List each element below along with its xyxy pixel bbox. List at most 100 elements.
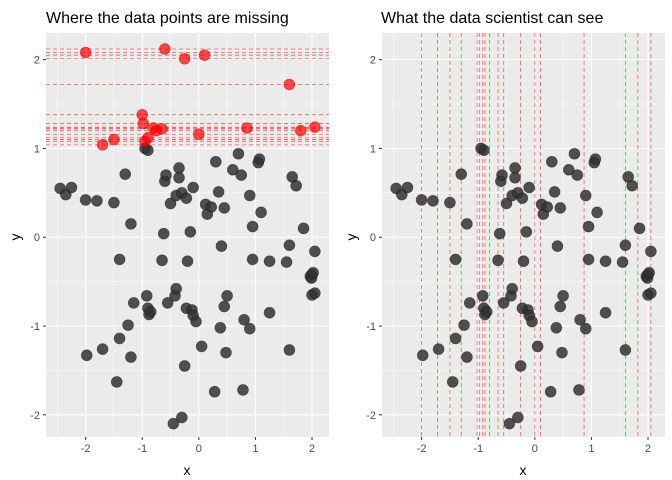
right-observed-point xyxy=(432,343,445,355)
right-observed-point xyxy=(427,195,439,207)
left-observed-point xyxy=(119,168,132,180)
left-observed-point xyxy=(173,162,185,174)
left-observed-point xyxy=(283,239,296,252)
right-observed-point xyxy=(557,290,569,302)
right-observed-point xyxy=(550,321,563,334)
left-observed-point xyxy=(170,282,182,295)
left-x-tick-label: -1 xyxy=(137,443,147,455)
right-y-tick-label: 2 xyxy=(370,55,376,67)
right-observed-point xyxy=(497,297,510,309)
left-observed-point xyxy=(307,266,319,279)
left-observed-point xyxy=(180,192,193,204)
right-observed-point xyxy=(645,245,657,258)
right-x-tick-label: 1 xyxy=(588,443,594,455)
left-observed-point xyxy=(232,147,245,160)
left-x-axis-label: x xyxy=(184,462,191,478)
right-observed-point xyxy=(551,240,564,252)
left-missing-point xyxy=(309,121,321,133)
left-observed-point xyxy=(161,297,174,309)
left-observed-point xyxy=(157,227,170,240)
left-y-tick-label: -1 xyxy=(30,321,40,333)
left-observed-point xyxy=(205,201,218,213)
right-observed-point xyxy=(531,340,544,353)
right-observed-point xyxy=(509,171,521,184)
right-y-tick-label: 0 xyxy=(370,232,376,244)
left-observed-point xyxy=(91,195,103,207)
left-observed-point xyxy=(215,240,228,252)
right-observed-point xyxy=(582,253,595,266)
left-x-tick-label: -2 xyxy=(81,443,91,455)
left-y-tick-label: 2 xyxy=(34,55,40,67)
right-observed-point xyxy=(582,220,595,233)
left-observed-point xyxy=(127,297,140,309)
right-observed-point xyxy=(444,196,456,209)
right-y-tick-label: 1 xyxy=(370,143,376,155)
left-y-tick-label: -2 xyxy=(30,410,40,422)
left-observed-point xyxy=(190,315,202,328)
right-observed-point xyxy=(579,322,592,335)
right-observed-point xyxy=(599,255,612,267)
left-observed-point xyxy=(140,290,153,302)
right-observed-point xyxy=(455,168,468,180)
left-observed-point xyxy=(164,197,177,210)
right-observed-point xyxy=(523,181,535,194)
left-observed-point xyxy=(297,222,310,235)
left-missing-point xyxy=(193,128,205,141)
right-x-tick-label: 2 xyxy=(645,443,651,455)
left-observed-point xyxy=(283,344,296,356)
right-observed-point xyxy=(645,287,657,299)
left-observed-point xyxy=(243,189,256,202)
right-observed-point xyxy=(626,179,638,192)
right-panel: -2 -1 0 1 2 -2 -1 0 1 2 xyxy=(366,33,665,455)
left-observed-point xyxy=(156,254,168,267)
left-observed-point xyxy=(218,202,231,214)
left-observed-point xyxy=(113,332,126,345)
right-observed-point xyxy=(461,351,473,363)
left-observed-point xyxy=(181,255,194,267)
left-observed-point xyxy=(210,155,222,168)
right-observed-point xyxy=(573,384,585,396)
left-observed-point xyxy=(246,253,259,266)
left-observed-point xyxy=(290,179,302,192)
right-panel-title: What the data scientist can see xyxy=(381,10,603,27)
left-observed-point xyxy=(246,220,259,233)
left-observed-point xyxy=(96,343,109,355)
left-observed-point xyxy=(195,340,208,353)
left-observed-point xyxy=(167,417,180,430)
left-observed-point xyxy=(178,360,191,372)
left-observed-point xyxy=(113,253,126,266)
left-missing-point xyxy=(137,117,150,130)
left-x-tick-label: 0 xyxy=(196,443,202,455)
left-missing-point xyxy=(178,52,191,65)
left-missing-point xyxy=(283,78,296,91)
left-observed-point xyxy=(176,411,188,424)
right-observed-point xyxy=(571,169,584,181)
right-observed-point xyxy=(446,376,459,388)
right-observed-point xyxy=(589,153,602,165)
left-observed-point xyxy=(160,169,172,181)
left-observed-point xyxy=(173,171,185,184)
left-observed-point xyxy=(220,346,232,359)
left-y-tick-label: 0 xyxy=(34,232,40,244)
right-observed-point xyxy=(516,192,529,204)
left-missing-point xyxy=(108,133,120,146)
left-observed-point xyxy=(263,255,276,267)
right-observed-point xyxy=(545,155,558,168)
left-observed-point xyxy=(309,287,321,299)
right-x-tick-label: -1 xyxy=(473,443,483,455)
right-observed-point xyxy=(401,181,414,194)
left-observed-point xyxy=(214,321,227,334)
right-observed-point xyxy=(579,189,592,202)
right-observed-point xyxy=(556,346,568,359)
left-observed-point xyxy=(187,181,199,194)
right-observed-point xyxy=(509,162,521,174)
left-observed-point xyxy=(226,163,239,176)
right-observed-point xyxy=(616,256,629,268)
right-observed-point xyxy=(461,218,473,230)
left-missing-point xyxy=(96,139,109,151)
right-observed-point xyxy=(506,282,518,295)
left-y-tick-label: 1 xyxy=(34,143,40,155)
left-observed-point xyxy=(122,319,134,331)
left-observed-point xyxy=(79,194,92,206)
